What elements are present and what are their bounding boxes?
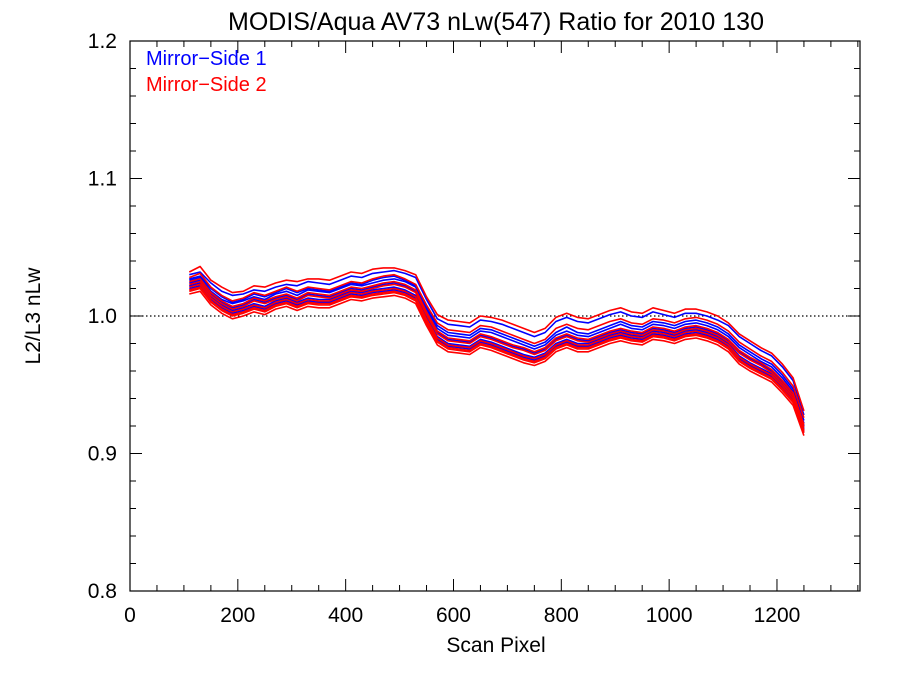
y-tick-label: 1.0 <box>88 305 117 328</box>
x-tick-label: 400 <box>328 604 363 627</box>
series-line-mirror-side-2-8 <box>189 278 805 425</box>
x-axis-label: Scan Pixel <box>446 634 545 657</box>
y-tick-label: 0.9 <box>88 443 117 466</box>
series-line-mirror-side-1-4 <box>189 279 805 427</box>
series-line-mirror-side-1-1 <box>189 269 805 416</box>
x-tick-label: 0 <box>124 604 136 627</box>
series-layer <box>188 265 805 436</box>
series-line-mirror-side-1-3 <box>189 282 805 430</box>
x-tick-label: 600 <box>436 604 471 627</box>
y-tick-label: 0.8 <box>88 580 117 603</box>
series-line-mirror-side-2-11 <box>189 280 805 428</box>
y-tick-label: 1.1 <box>88 168 117 191</box>
chart-title: MODIS/Aqua AV73 nLw(547) Ratio for 2010 … <box>228 8 764 36</box>
legend-entry-mirror-side-1: Mirror−Side 1 <box>146 48 267 70</box>
legend-entry-mirror-side-2: Mirror−Side 2 <box>146 74 267 96</box>
series-line-mirror-side-2-9 <box>189 283 805 431</box>
x-tick-label: 200 <box>220 604 255 627</box>
series-line-mirror-side-2-14 <box>189 290 805 436</box>
series-line-mirror-side-1-6 <box>189 275 805 421</box>
axes-layer: 0 200 400 600 800 1000 1200 0.8 0.9 1.0 1.1 1.2 <box>88 30 861 627</box>
series-line-mirror-side-2-10 <box>189 287 805 434</box>
series-line-mirror-side-2-13 <box>189 272 805 419</box>
y-tick-label: 1.2 <box>88 30 117 53</box>
legend: Mirror−Side 1 Mirror−Side 2 <box>146 48 267 96</box>
x-tick-label: 800 <box>544 604 579 627</box>
series-line-mirror-side-2-7 <box>188 265 805 412</box>
y-axis-label: L2/L3 nLw <box>22 267 45 365</box>
series-line-mirror-side-1-2 <box>189 276 805 424</box>
x-tick-label: 1200 <box>754 604 801 627</box>
series-line-mirror-side-1-5 <box>189 284 805 432</box>
x-tick-label: 1000 <box>646 604 693 627</box>
series-line-mirror-side-2-12 <box>189 286 805 432</box>
